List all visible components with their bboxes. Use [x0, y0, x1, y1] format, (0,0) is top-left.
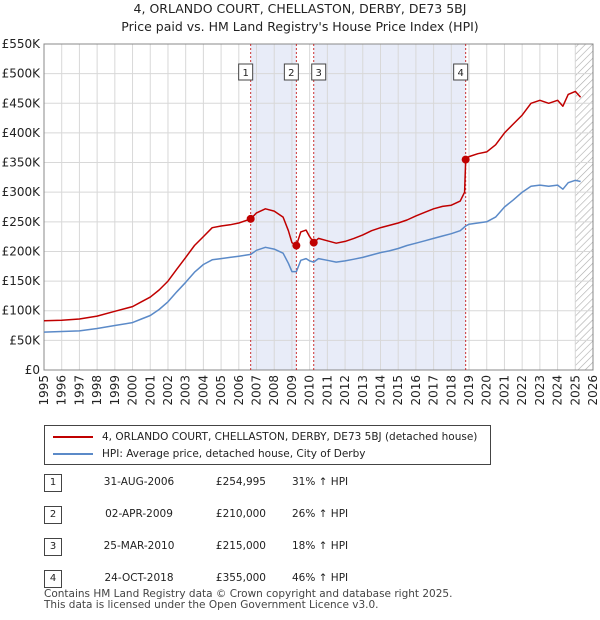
transaction-hpi-change: 26% ↑ HPI	[292, 508, 349, 520]
x-tick-label: 2002	[161, 375, 175, 406]
x-tick-label: 2014	[373, 375, 387, 406]
x-tick-label: 2021	[497, 375, 511, 406]
x-tick-label: 2017	[427, 375, 441, 406]
transaction-box-label: 4	[457, 68, 463, 79]
legend-swatch-hpi	[53, 453, 93, 455]
legend-label-property: 4, ORLANDO COURT, CHELLASTON, DERBY, DE7…	[102, 431, 478, 443]
transaction-date: 31-AUG-2006	[103, 476, 175, 488]
transaction-number: 3	[44, 538, 62, 556]
x-tick-label: 2011	[320, 375, 334, 406]
x-tick-label: 1995	[37, 375, 51, 406]
x-tick-label: 2022	[515, 375, 529, 406]
x-tick-label: 2013	[356, 375, 370, 406]
x-tick-label: 2019	[462, 375, 476, 406]
x-tick-label: 1998	[90, 375, 104, 406]
x-tick-label: 2004	[196, 375, 210, 406]
y-tick-label: £450K	[2, 96, 42, 110]
legend-item-property: 4, ORLANDO COURT, CHELLASTON, DERBY, DE7…	[53, 429, 477, 445]
y-tick-label: £400K	[2, 126, 42, 140]
x-tick-label: 1996	[55, 375, 69, 406]
legend: 4, ORLANDO COURT, CHELLASTON, DERBY, DE7…	[44, 425, 491, 465]
legend-swatch-property	[53, 436, 93, 438]
x-tick-label: 1997	[72, 375, 86, 406]
chart-title-line1: 4, ORLANDO COURT, CHELLASTON, DERBY, DE7…	[134, 1, 467, 16]
transaction-price: £210,000	[215, 508, 266, 520]
legend-item-hpi: HPI: Average price, detached house, City…	[53, 446, 365, 462]
transaction-number: 2	[44, 506, 62, 524]
x-tick-label: 2009	[285, 375, 299, 406]
footer-line-2: This data is licensed under the Open Gov…	[44, 599, 379, 611]
x-tick-label: 2012	[338, 375, 352, 406]
x-tick-label: 2001	[143, 375, 157, 406]
transaction-box	[311, 63, 327, 81]
transaction-date: 24-OCT-2018	[104, 572, 174, 584]
table-row: 2 02-APR-2009 £210,000 26% ↑ HPI	[44, 506, 444, 526]
property-price-line	[43, 90, 582, 322]
x-tick-label: 2025	[568, 375, 582, 406]
shaded-period	[250, 44, 297, 370]
price-chart: 4, ORLANDO COURT, CHELLASTON, DERBY, DE7…	[2, 1, 600, 406]
x-tick-label: 2024	[551, 375, 565, 406]
x-tick-label: 2015	[391, 375, 405, 406]
x-tick-label: 1999	[108, 375, 122, 406]
y-tick-label: £100K	[2, 304, 42, 318]
table-row: 3 25-MAR-2010 £215,000 18% ↑ HPI	[44, 538, 444, 558]
legend-label-hpi: HPI: Average price, detached house, City…	[102, 448, 366, 460]
y-tick-label: £200K	[2, 244, 42, 258]
table-row: 4 24-OCT-2018 £355,000 46% ↑ HPI	[44, 570, 444, 590]
x-tick-label: 2008	[267, 375, 281, 406]
x-tick-label: 2005	[214, 375, 228, 406]
x-tick-label: 2016	[409, 375, 423, 406]
hpi-line	[43, 179, 581, 333]
transaction-box-label: 3	[316, 68, 322, 79]
transaction-number: 1	[44, 474, 62, 492]
transaction-box-label: 2	[288, 68, 294, 79]
y-tick-label: £550K	[2, 37, 42, 51]
y-tick-label: £350K	[2, 156, 42, 170]
x-tick-label: 2020	[480, 375, 494, 406]
transaction-box	[238, 63, 254, 81]
table-row: 1 31-AUG-2006 £254,995 31% ↑ HPI	[44, 474, 444, 494]
footer-attribution: Contains HM Land Registry data © Crown c…	[44, 589, 452, 611]
y-tick-label: £300K	[2, 185, 42, 199]
transaction-price: £254,995	[215, 476, 266, 488]
plot-border	[43, 43, 594, 371]
transaction-date: 02-APR-2009	[105, 508, 173, 520]
sale-point	[246, 214, 255, 223]
x-tick-label: 2006	[232, 375, 246, 406]
transaction-box	[453, 63, 469, 81]
plot-area: £0 £50K £100K £150K £200K £250K £300K £350K £400…	[2, 37, 600, 406]
x-tick-label: 2026	[586, 375, 600, 406]
sale-point	[292, 241, 301, 250]
x-tick-label: 2003	[179, 375, 193, 406]
forecast-hatch	[575, 44, 593, 370]
y-tick-label: £0	[25, 363, 40, 377]
transaction-box	[283, 63, 299, 81]
transaction-number: 4	[44, 570, 62, 588]
x-tick-label: 2010	[303, 375, 317, 406]
x-tick-label: 2000	[126, 375, 140, 406]
y-tick-label: £250K	[2, 215, 42, 229]
transaction-hpi-change: 46% ↑ HPI	[292, 572, 349, 584]
transaction-date: 25-MAR-2010	[103, 540, 175, 552]
y-tick-label: £50K	[9, 333, 41, 347]
transaction-box-label: 1	[242, 68, 248, 79]
transaction-price: £355,000	[215, 572, 266, 584]
sale-point	[309, 238, 318, 247]
y-tick-label: £150K	[2, 274, 42, 288]
sale-point	[461, 155, 470, 164]
transaction-hpi-change: 31% ↑ HPI	[292, 476, 349, 488]
transaction-hpi-change: 18% ↑ HPI	[292, 540, 349, 552]
x-tick-label: 2018	[444, 375, 458, 406]
x-tick-label: 2007	[250, 375, 264, 406]
chart-title-line2: Price paid vs. HM Land Registry's House …	[121, 19, 478, 34]
x-tick-label: 2023	[533, 375, 547, 406]
footer-line-1: Contains HM Land Registry data © Crown c…	[44, 588, 453, 600]
y-tick-label: £500K	[2, 67, 42, 81]
transaction-price: £215,000	[215, 540, 266, 552]
